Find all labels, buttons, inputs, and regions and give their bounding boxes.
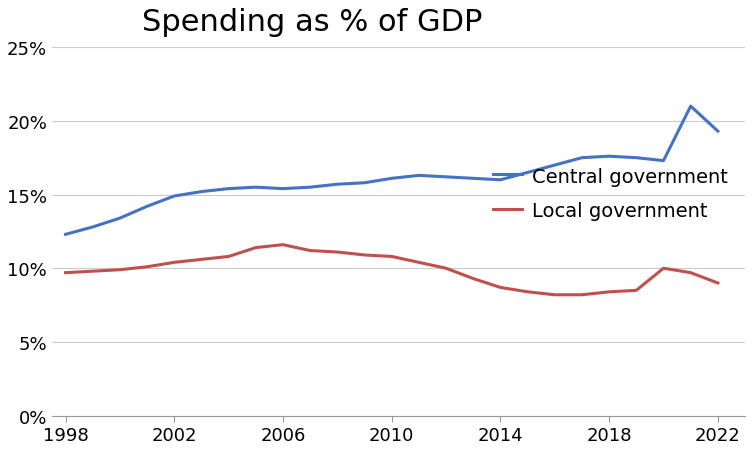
Central government bbox=[278, 187, 287, 192]
Local government bbox=[605, 290, 614, 295]
Local government bbox=[88, 269, 97, 274]
Local government bbox=[360, 253, 369, 258]
Central government bbox=[224, 187, 233, 192]
Line: Local government: Local government bbox=[65, 245, 718, 295]
Line: Central government: Central government bbox=[65, 107, 718, 235]
Central government bbox=[468, 176, 478, 182]
Central government bbox=[61, 232, 70, 238]
Central government bbox=[686, 104, 695, 110]
Central government bbox=[333, 182, 342, 188]
Local government bbox=[115, 267, 124, 273]
Central government bbox=[88, 225, 97, 230]
Local government bbox=[686, 270, 695, 276]
Local government bbox=[523, 290, 532, 295]
Central government bbox=[605, 154, 614, 160]
Central government bbox=[578, 156, 587, 161]
Local government bbox=[251, 245, 260, 251]
Local government bbox=[714, 281, 723, 286]
Legend: Central government, Local government: Central government, Local government bbox=[485, 160, 735, 228]
Central government bbox=[496, 178, 505, 183]
Central government bbox=[170, 194, 179, 199]
Central government bbox=[441, 175, 450, 180]
Text: Spending as % of GDP: Spending as % of GDP bbox=[142, 8, 483, 37]
Local government bbox=[61, 270, 70, 276]
Central government bbox=[251, 185, 260, 190]
Local government bbox=[468, 276, 478, 281]
Central government bbox=[714, 129, 723, 134]
Central government bbox=[197, 189, 206, 195]
Central government bbox=[387, 176, 396, 182]
Central government bbox=[632, 156, 641, 161]
Local government bbox=[143, 264, 152, 270]
Central government bbox=[523, 170, 532, 176]
Local government bbox=[496, 285, 505, 290]
Central government bbox=[550, 163, 559, 168]
Central government bbox=[360, 181, 369, 186]
Local government bbox=[387, 254, 396, 260]
Local government bbox=[414, 260, 423, 266]
Central government bbox=[414, 173, 423, 179]
Local government bbox=[632, 288, 641, 294]
Local government bbox=[441, 266, 450, 272]
Local government bbox=[278, 242, 287, 248]
Central government bbox=[115, 216, 124, 221]
Local government bbox=[224, 254, 233, 260]
Central government bbox=[143, 204, 152, 210]
Local government bbox=[333, 250, 342, 255]
Central government bbox=[305, 185, 314, 190]
Local government bbox=[578, 292, 587, 298]
Local government bbox=[305, 249, 314, 254]
Local government bbox=[550, 292, 559, 298]
Central government bbox=[659, 159, 668, 164]
Local government bbox=[659, 266, 668, 272]
Local government bbox=[197, 257, 206, 262]
Local government bbox=[170, 260, 179, 266]
